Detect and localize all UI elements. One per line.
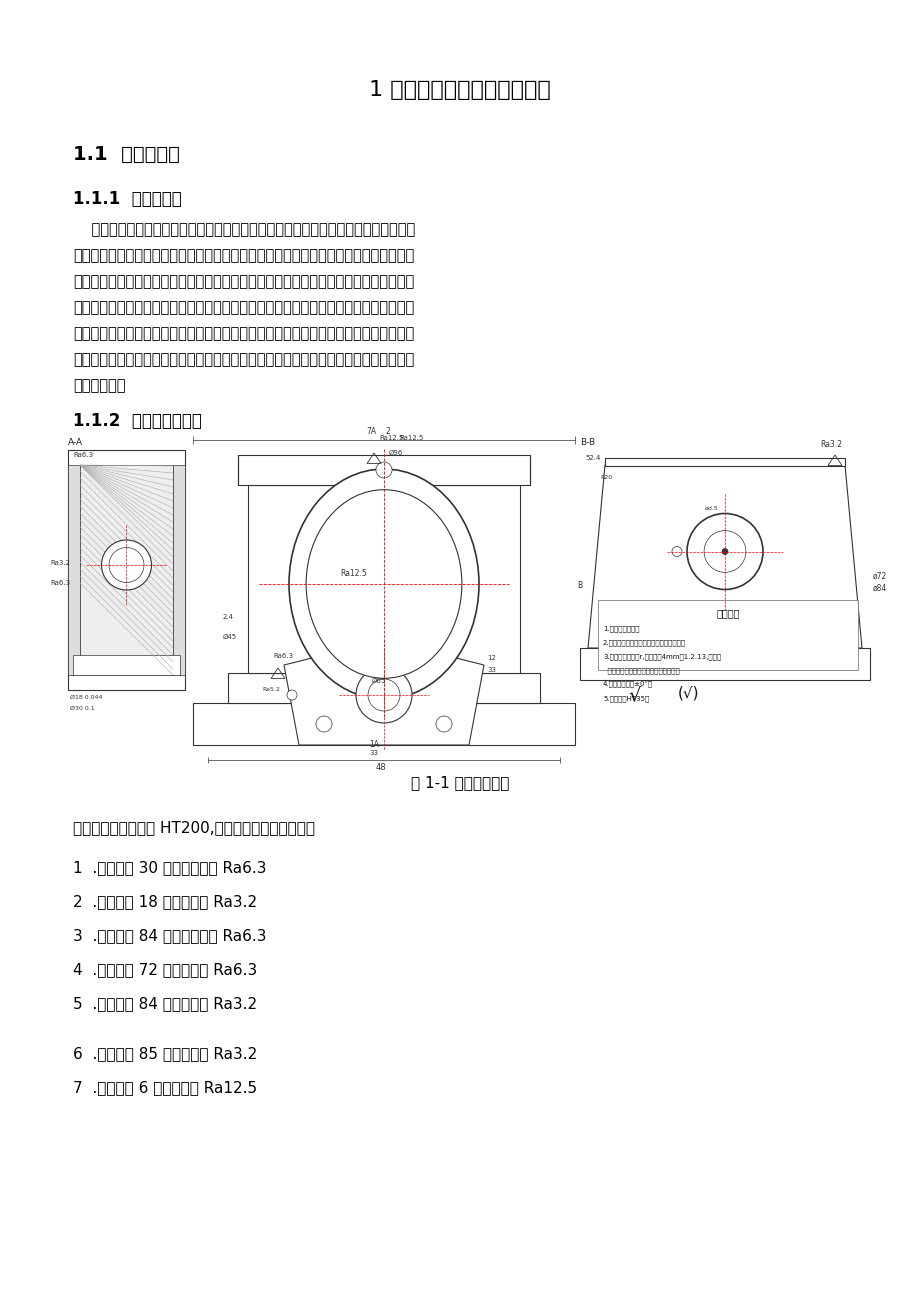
- Circle shape: [376, 462, 391, 477]
- Polygon shape: [587, 464, 861, 648]
- Text: 2: 2: [386, 427, 391, 436]
- Text: 2.4: 2.4: [222, 614, 233, 621]
- Text: 1A: 1A: [369, 740, 379, 749]
- Text: Ra3.2: Ra3.2: [819, 440, 841, 449]
- Text: 已经标准化、系列化，但与滑动轴承相比它的径向尺寸、振动和噪声较大，价格也较高。: 已经标准化、系列化，但与滑动轴承相比它的径向尺寸、振动和噪声较大，价格也较高。: [73, 275, 414, 289]
- Text: 动运动、倾斜运动和旋转运动。滚动轴承按其所能承受的载荷方向或公称接触角的不同分: 动运动、倾斜运动和旋转运动。滚动轴承按其所能承受的载荷方向或公称接触角的不同分: [73, 353, 414, 367]
- Text: 5.毛坯材料HT35。: 5.毛坯材料HT35。: [602, 695, 649, 701]
- Text: (√): (√): [677, 686, 698, 700]
- Circle shape: [315, 716, 332, 732]
- Text: Ra6.3: Ra6.3: [50, 580, 70, 585]
- Text: Ø30 0.1: Ø30 0.1: [70, 706, 95, 712]
- Text: Ra3.2: Ra3.2: [50, 559, 70, 566]
- Bar: [68, 464, 80, 675]
- Text: Ø18 0.044: Ø18 0.044: [70, 695, 102, 700]
- Text: 1  .轴承座中 30 端面，粗糙度 Ra6.3: 1 .轴承座中 30 端面，粗糙度 Ra6.3: [73, 860, 267, 876]
- Bar: [80, 464, 173, 675]
- Text: Ø96: Ø96: [389, 450, 403, 455]
- Text: ød.5: ød.5: [704, 506, 718, 510]
- Text: 33: 33: [486, 667, 495, 673]
- Text: Ra6.3: Ra6.3: [273, 653, 293, 660]
- Text: Ra6.3: Ra6.3: [73, 451, 93, 458]
- Text: 轴承座零件的材料是 HT200,所有加工表面描述如下：: 轴承座零件的材料是 HT200,所有加工表面描述如下：: [73, 820, 314, 835]
- Polygon shape: [284, 645, 483, 745]
- Text: 12: 12: [486, 654, 495, 661]
- Bar: [68, 450, 185, 690]
- Text: Ø65: Ø65: [371, 678, 386, 684]
- Circle shape: [436, 716, 451, 732]
- Text: 技术要求: 技术要求: [716, 608, 739, 618]
- Text: 轴承的主要功能是支撑机械旋转体，降低其运动过程中的摩擦系数，并保证其回转精: 轴承的主要功能是支撑机械旋转体，降低其运动过程中的摩擦系数，并保证其回转精: [73, 222, 414, 237]
- Circle shape: [721, 549, 727, 554]
- Bar: [605, 458, 844, 466]
- Text: 7  .轴承座宽 6 槽，粗糙度 Ra12.5: 7 .轴承座宽 6 槽，粗糙度 Ra12.5: [73, 1080, 256, 1095]
- Text: 2.零件合金铸铁液不允许有缺陷文字可见。: 2.零件合金铸铁液不允许有缺陷文字可见。: [602, 639, 686, 645]
- Text: B-B: B-B: [579, 438, 595, 448]
- Text: 5  .轴承座中 84 孔，粗糙度 Ra3.2: 5 .轴承座中 84 孔，粗糙度 Ra3.2: [73, 997, 256, 1011]
- Text: A-A: A-A: [68, 438, 83, 448]
- Circle shape: [686, 514, 762, 589]
- Bar: [73, 654, 180, 675]
- Text: ø72: ø72: [872, 571, 886, 580]
- Text: 3  .轴承座中 84 端面，粗糙度 Ra6.3: 3 .轴承座中 84 端面，粗糙度 Ra6.3: [73, 928, 267, 943]
- Text: 1 轴承座的加工工艺规程设计: 1 轴承座的加工工艺规程设计: [369, 79, 550, 100]
- Text: 图 1-1 轴承座零件图: 图 1-1 轴承座零件图: [411, 775, 508, 790]
- Text: 为向心轴承。: 为向心轴承。: [73, 379, 125, 393]
- Text: √: √: [628, 686, 640, 704]
- Ellipse shape: [306, 489, 461, 678]
- Bar: [597, 600, 857, 670]
- Circle shape: [671, 546, 681, 557]
- Text: 1.人工时效处理。: 1.人工时效处理。: [602, 624, 639, 631]
- Text: 1.1  零件的分析: 1.1 零件的分析: [73, 144, 180, 164]
- Text: 4.未指明的公差±0°。: 4.未指明的公差±0°。: [602, 680, 652, 688]
- Text: 3.未标注圆角半径r,不得小于4mm，1.2.13,分加工: 3.未标注圆角半径r,不得小于4mm，1.2.13,分加工: [602, 653, 720, 660]
- Text: 6  .轴承座中 85 孔，粗糙度 Ra3.2: 6 .轴承座中 85 孔，粗糙度 Ra3.2: [73, 1046, 257, 1062]
- Text: 7A: 7A: [366, 427, 376, 436]
- Text: 1.1.1  零件的作用: 1.1.1 零件的作用: [73, 190, 182, 208]
- Text: 33: 33: [369, 749, 378, 756]
- Text: 滚动轴承一般由外圈、内圈、滚动体和保持架四部分组成。常用于低速，重载及加注润滑: 滚动轴承一般由外圈、内圈、滚动体和保持架四部分组成。常用于低速，重载及加注润滑: [73, 301, 414, 315]
- Text: Ra12.5: Ra12.5: [379, 435, 403, 441]
- Text: Ra5.2: Ra5.2: [262, 687, 279, 692]
- Bar: [228, 673, 539, 703]
- Text: Ra12.5: Ra12.5: [340, 569, 367, 578]
- Text: 48: 48: [376, 762, 386, 771]
- Bar: [238, 455, 529, 485]
- Text: R20: R20: [599, 475, 611, 480]
- Text: 52.4: 52.4: [584, 455, 600, 461]
- Ellipse shape: [289, 468, 479, 699]
- Text: Ra12.5: Ra12.5: [399, 435, 423, 441]
- Circle shape: [287, 690, 297, 700]
- Circle shape: [703, 531, 745, 572]
- Text: ø84: ø84: [872, 584, 886, 592]
- Text: 油及维护困难的机械转动部位。关节轴承关节轴承的滑动接触表面为球面，主要适用于摆: 油及维护困难的机械转动部位。关节轴承关节轴承的滑动接触表面为球面，主要适用于摆: [73, 327, 414, 341]
- Text: B: B: [576, 582, 582, 589]
- Text: 度。按运动元件摩擦性质的不同，轴承可分为滚动轴承和滑动轴承两大类。其中滚动轴承: 度。按运动元件摩擦性质的不同，轴承可分为滚动轴承和滑动轴承两大类。其中滚动轴承: [73, 248, 414, 263]
- Bar: [579, 648, 869, 680]
- Circle shape: [356, 667, 412, 723]
- Text: 2  .轴承座中 18 孔，粗糙度 Ra3.2: 2 .轴承座中 18 孔，粗糙度 Ra3.2: [73, 894, 256, 909]
- Bar: [248, 485, 519, 673]
- Circle shape: [368, 679, 400, 712]
- Circle shape: [108, 548, 144, 583]
- Text: 4  .轴承座中 72 孔，粗糙度 Ra6.3: 4 .轴承座中 72 孔，粗糙度 Ra6.3: [73, 961, 257, 977]
- Circle shape: [101, 540, 152, 589]
- Text: 面积上的凹凸或装置与轴件组部位计。: 面积上的凹凸或装置与轴件组部位计。: [602, 667, 679, 674]
- Text: 1.1.2  零件的工艺分析: 1.1.2 零件的工艺分析: [73, 412, 201, 431]
- Bar: [173, 464, 185, 675]
- Text: Ø45: Ø45: [222, 634, 237, 640]
- Bar: [193, 703, 574, 745]
